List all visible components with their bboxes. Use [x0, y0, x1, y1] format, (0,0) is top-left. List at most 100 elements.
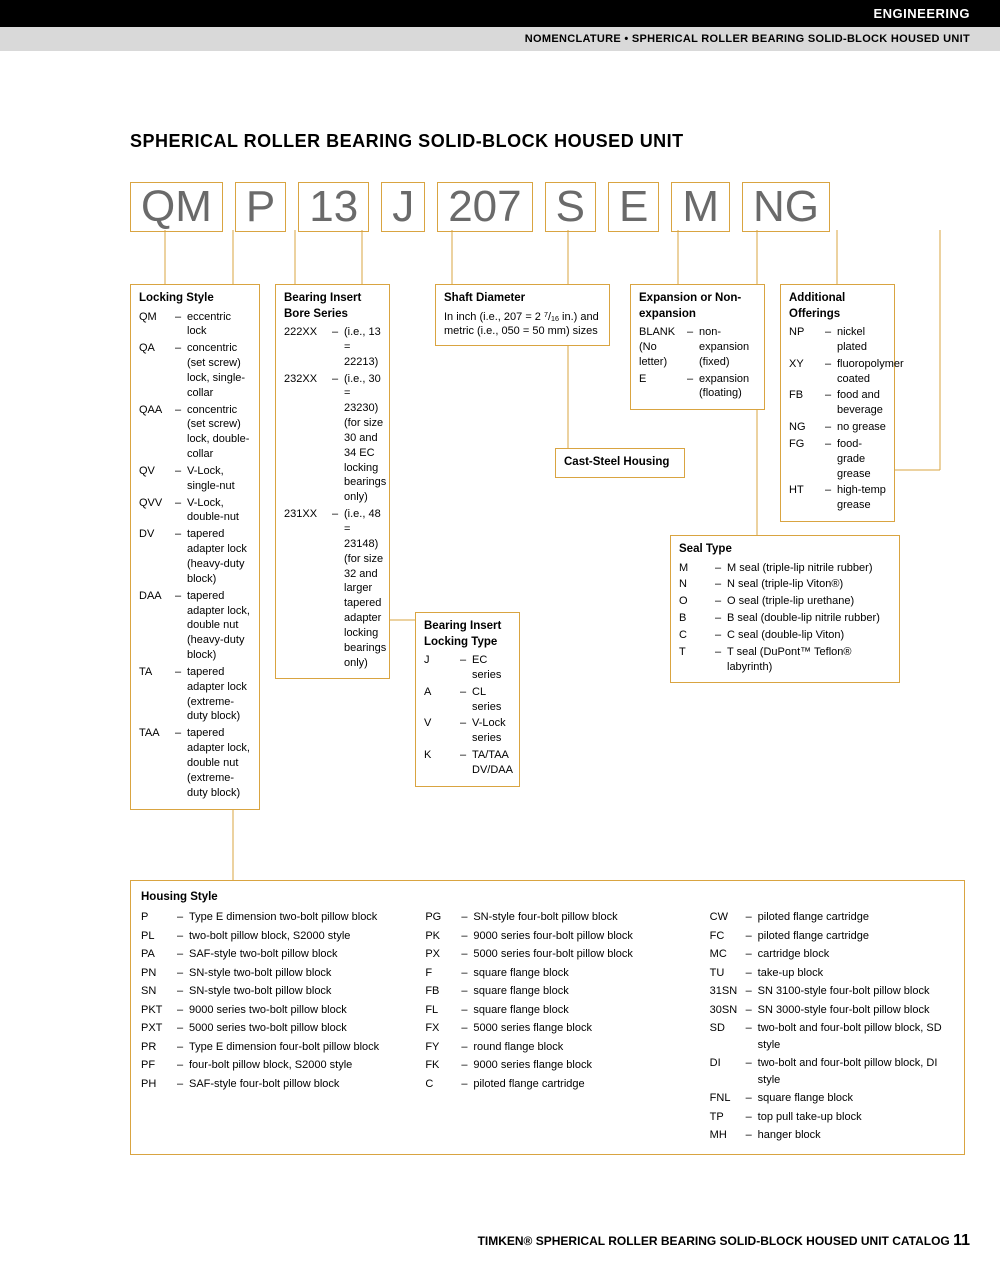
definition-code: MC — [710, 946, 746, 963]
definition-code: F — [425, 965, 461, 982]
definition-code: PA — [141, 946, 177, 963]
definition-text: SN-style two-bolt pillow block — [189, 965, 385, 982]
definition-row: 222XX–(i.e., 13 = 22213) — [284, 325, 381, 370]
definition-text: concentric (set screw) lock, single-coll… — [187, 341, 251, 400]
code-segment-2: 13 — [298, 182, 369, 232]
definition-code: NG — [789, 420, 825, 435]
definition-row: HT–high-temp grease — [789, 483, 886, 513]
definition-row: PX–5000 series four-bolt pillow block — [425, 946, 669, 963]
locking_type-box: Bearing Insert Locking TypeJ–EC seriesA–… — [415, 612, 520, 787]
definition-text: 9000 series two-bolt pillow block — [189, 1002, 385, 1019]
definition-text: square flange block — [473, 983, 669, 1000]
definition-code: QA — [139, 341, 175, 400]
code-segment-0: QM — [130, 182, 223, 232]
definition-row: TU–take-up block — [710, 965, 954, 982]
definition-row: PN–SN-style two-bolt pillow block — [141, 965, 385, 982]
definition-dash: – — [460, 653, 472, 683]
definition-text: top pull take-up block — [758, 1109, 954, 1126]
definition-text: 5000 series two-bolt pillow block — [189, 1020, 385, 1037]
definition-code: V — [424, 716, 460, 746]
box-title: Additional Offerings — [789, 291, 886, 322]
definition-text: two-bolt and four-bolt pillow block, SD … — [758, 1020, 954, 1053]
definition-dash: – — [825, 388, 837, 418]
definition-code: J — [424, 653, 460, 683]
definition-row: QV–V-Lock, single-nut — [139, 464, 251, 494]
header-sub-bar: NOMENCLATURE • SPHERICAL ROLLER BEARING … — [0, 27, 1000, 51]
definition-code: TP — [710, 1109, 746, 1126]
definition-text: SAF-style four-bolt pillow block — [189, 1076, 385, 1093]
definition-row: B–B seal (double-lip nitrile rubber) — [679, 611, 891, 626]
definition-code: FX — [425, 1020, 461, 1037]
definition-dash: – — [825, 325, 837, 355]
definition-text: (i.e., 30 = 23230) (for size 30 and 34 E… — [344, 372, 386, 506]
definition-dash: – — [175, 665, 187, 724]
definition-code: FB — [425, 983, 461, 1000]
definition-code: A — [424, 685, 460, 715]
definition-row: PG–SN-style four-bolt pillow block — [425, 909, 669, 926]
definition-text: (i.e., 13 = 22213) — [344, 325, 381, 370]
definition-row: 31SN–SN 3100-style four-bolt pillow bloc… — [710, 983, 954, 1000]
definition-row: BLANK(Noletter)–non-expansion(fixed) — [639, 325, 756, 370]
definition-code: 231XX — [284, 507, 332, 670]
definition-text: food and beverage — [837, 388, 886, 418]
definition-row: V–V-Lock series — [424, 716, 511, 746]
definition-code: NP — [789, 325, 825, 355]
definition-text: two-bolt pillow block, S2000 style — [189, 928, 385, 945]
definition-code: PX — [425, 946, 461, 963]
expansion-box: Expansion or Non-expansionBLANK(Noletter… — [630, 284, 765, 410]
definition-dash: – — [715, 645, 727, 675]
definition-text: 5000 series flange block — [473, 1020, 669, 1037]
nomenclature-code-row: QMP13J207SEMNG — [130, 182, 965, 232]
definition-code: T — [679, 645, 715, 675]
definition-row: PF–four-bolt pillow block, S2000 style — [141, 1057, 385, 1074]
box-title: Seal Type — [679, 542, 891, 558]
definition-code: PXT — [141, 1020, 177, 1037]
box-title: Bearing Insert Locking Type — [424, 619, 511, 650]
definition-text: SAF-style two-bolt pillow block — [189, 946, 385, 963]
definition-text: square flange block — [473, 1002, 669, 1019]
definition-text: piloted flange cartridge — [473, 1076, 669, 1093]
definition-code: PG — [425, 909, 461, 926]
definition-row: M–M seal (triple-lip nitrile rubber) — [679, 561, 891, 576]
definition-dash: – — [825, 357, 837, 387]
definition-text: piloted flange cartridge — [758, 909, 954, 926]
definition-row: QM–eccentric lock — [139, 310, 251, 340]
definition-row: FX–5000 series flange block — [425, 1020, 669, 1037]
definition-code: PR — [141, 1039, 177, 1056]
definition-dash: – — [715, 611, 727, 626]
definition-text: nickel plated — [837, 325, 886, 355]
footer: TIMKEN® SPHERICAL ROLLER BEARING SOLID-B… — [478, 1232, 970, 1250]
seal_type-box: Seal Type M–M seal (triple-lip nitrile ru… — [670, 535, 900, 683]
definition-code: QV — [139, 464, 175, 494]
definition-row: QA–concentric (set screw) lock, single-c… — [139, 341, 251, 400]
definition-dash: – — [175, 726, 187, 800]
definition-row: MC–cartridge block — [710, 946, 954, 963]
box-title: Housing Style — [141, 889, 954, 906]
definition-row: PXT–5000 series two-bolt pillow block — [141, 1020, 385, 1037]
definition-code: N — [679, 577, 715, 592]
definition-code: O — [679, 594, 715, 609]
definition-row: FG–food-grade grease — [789, 437, 886, 482]
housing_label-box: Cast-Steel Housing — [555, 448, 685, 478]
definition-dash: – — [715, 577, 727, 592]
definition-code: PL — [141, 928, 177, 945]
box-title: Bearing Insert Bore Series — [284, 291, 381, 322]
definition-code: P — [141, 909, 177, 926]
definition-text: Type E dimension four-bolt pillow block — [189, 1039, 385, 1056]
definition-code: B — [679, 611, 715, 626]
definition-code: TA — [139, 665, 175, 724]
definition-text: M seal (triple-lip nitrile rubber) — [727, 561, 891, 576]
definition-row: TA–tapered adapter lock (extreme-duty bl… — [139, 665, 251, 724]
definition-text: O seal (triple-lip urethane) — [727, 594, 891, 609]
definition-dash: – — [715, 594, 727, 609]
definition-text: B seal (double-lip nitrile rubber) — [727, 611, 891, 626]
definition-text: two-bolt and four-bolt pillow block, DI … — [758, 1055, 954, 1088]
definition-code: SD — [710, 1020, 746, 1053]
definition-row: SN–SN-style two-bolt pillow block — [141, 983, 385, 1000]
definition-dash: – — [175, 403, 187, 462]
definition-text: T seal (DuPont™ Teflon® labyrinth) — [727, 645, 891, 675]
definition-code: FNL — [710, 1090, 746, 1107]
definition-row: DAA–tapered adapter lock, double nut (he… — [139, 589, 251, 663]
housing-col-1: P–Type E dimension two-bolt pillow block… — [141, 909, 385, 1146]
definition-dash: – — [332, 507, 344, 670]
